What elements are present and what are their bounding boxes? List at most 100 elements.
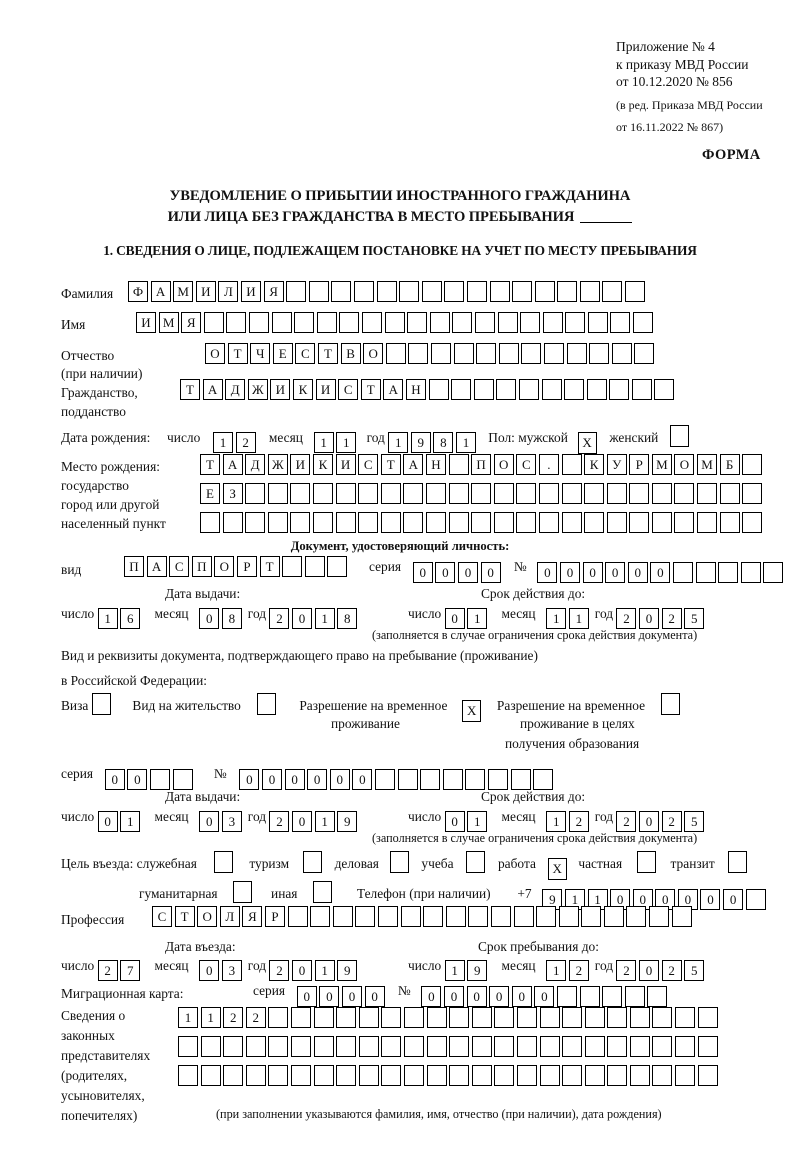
doc-number-cell-3[interactable]: 0 (582, 562, 603, 583)
birth-place-1-cell-6[interactable]: К (312, 454, 333, 475)
birth-month-d1[interactable]: 1 (313, 432, 334, 453)
profession-cell-6[interactable]: Р (264, 906, 285, 927)
legal-rep-2-cell-19[interactable] (584, 1036, 605, 1057)
doc-kind-cell-3[interactable]: С (169, 556, 190, 577)
name-cell-13[interactable] (407, 312, 428, 333)
permit-number-cell-6[interactable]: 0 (352, 769, 373, 790)
legal-rep-2-cell-9[interactable] (358, 1036, 379, 1057)
birth-place-3-cell-12[interactable] (448, 512, 469, 533)
permit-series-cell-2[interactable]: 0 (127, 769, 148, 790)
birth-place-1-cell-1[interactable]: Т (200, 454, 220, 475)
name-cell-1[interactable]: И (136, 312, 156, 333)
legal-rep-1-cell-7[interactable] (313, 1007, 334, 1028)
birth-place-3-cell-18[interactable] (584, 512, 605, 533)
stay-month-d1[interactable]: 1 (546, 960, 567, 981)
legal-rep-1-cell-24[interactable] (697, 1007, 718, 1028)
name-cell-23[interactable] (633, 312, 654, 333)
permit-valid-day-d2[interactable]: 1 (467, 811, 488, 832)
profession-cell-4[interactable]: Л (219, 906, 240, 927)
profession-cell-5[interactable]: Я (242, 906, 263, 927)
birth-place-1-cell-4[interactable]: Ж (267, 454, 288, 475)
legal-rep-row-3[interactable] (178, 1065, 720, 1086)
doc-number-cell-4[interactable]: 0 (605, 562, 626, 583)
permit-valid-year-d3[interactable]: 2 (661, 811, 682, 832)
birth-place-1-cell-16[interactable]: . (538, 454, 559, 475)
permit-series-cell-4[interactable] (172, 769, 193, 790)
legal-rep-3-cell-23[interactable] (675, 1065, 696, 1086)
birth-place-2-cell-20[interactable] (629, 483, 650, 504)
legal-rep-2-cell-2[interactable] (200, 1036, 221, 1057)
profession-cell-15[interactable] (468, 906, 489, 927)
permit-valid-month-d1[interactable]: 1 (546, 811, 567, 832)
citizenship-cell-16[interactable] (518, 379, 539, 400)
doc-valid-month-d2[interactable]: 1 (568, 608, 589, 629)
legal-rep-2-cell-11[interactable] (403, 1036, 424, 1057)
doc-number-cell-8[interactable] (695, 562, 716, 583)
phone-cell-4[interactable]: 0 (610, 889, 631, 910)
citizenship-cell-6[interactable]: К (292, 379, 313, 400)
birth-year-d4[interactable]: 1 (455, 432, 476, 453)
checkbox-purpose-official[interactable] (213, 851, 233, 873)
birth-place-3-cell-10[interactable] (403, 512, 424, 533)
doc-kind-cell-9[interactable] (304, 556, 325, 577)
birth-place-2-cell-14[interactable] (493, 483, 514, 504)
birth-place-3-cell-11[interactable] (425, 512, 446, 533)
name-cell-17[interactable] (497, 312, 518, 333)
name-cell-19[interactable] (542, 312, 563, 333)
profession-cell-11[interactable] (377, 906, 398, 927)
doc-series-cell-1[interactable]: 0 (412, 562, 433, 583)
legal-rep-3-cell-17[interactable] (539, 1065, 560, 1086)
migration-number-cell-6[interactable]: 0 (534, 986, 555, 1007)
citizenship-cell-1[interactable]: Т (180, 379, 200, 400)
birth-place-2-cell-24[interactable] (719, 483, 740, 504)
citizenship-cell-20[interactable] (609, 379, 630, 400)
profession-cell-9[interactable] (332, 906, 353, 927)
birth-day-d2[interactable]: 2 (235, 432, 256, 453)
permit-valid-year-d2[interactable]: 0 (639, 811, 660, 832)
legal-rep-3-cell-6[interactable] (290, 1065, 311, 1086)
surname-cell-20[interactable] (557, 281, 578, 302)
patronymic-cell-4[interactable]: Е (272, 343, 293, 364)
patronymic-cell-15[interactable] (521, 343, 542, 364)
legal-rep-3-cell-14[interactable] (471, 1065, 492, 1086)
patronymic-cell-13[interactable] (476, 343, 497, 364)
permit-issue-month-d1[interactable]: 0 (199, 811, 220, 832)
legal-rep-2-cell-21[interactable] (629, 1036, 650, 1057)
birth-place-2-cell-4[interactable] (267, 483, 288, 504)
birth-place-1-cell-7[interactable]: И (335, 454, 356, 475)
birth-place-3-cell-6[interactable] (312, 512, 333, 533)
citizenship-cell-12[interactable] (428, 379, 449, 400)
patronymic-cell-5[interactable]: С (295, 343, 316, 364)
citizenship-cell-19[interactable] (586, 379, 607, 400)
legal-rep-3-cell-19[interactable] (584, 1065, 605, 1086)
migration-number-cell-8[interactable] (579, 986, 600, 1007)
legal-rep-2-cell-1[interactable] (178, 1036, 198, 1057)
legal-rep-1-cell-14[interactable] (471, 1007, 492, 1028)
phone-cell-7[interactable]: 0 (677, 889, 698, 910)
name-cell-10[interactable] (339, 312, 360, 333)
surname-cell-23[interactable] (625, 281, 646, 302)
birth-place-2-cell-19[interactable] (606, 483, 627, 504)
birth-place-1-cell-8[interactable]: С (358, 454, 379, 475)
legal-rep-1-cell-13[interactable] (449, 1007, 470, 1028)
birth-place-2-cell-23[interactable] (697, 483, 718, 504)
legal-rep-2-cell-22[interactable] (652, 1036, 673, 1057)
surname-cell-5[interactable]: Л (218, 281, 239, 302)
patronymic-cell-6[interactable]: Т (317, 343, 338, 364)
legal-rep-2-cell-17[interactable] (539, 1036, 560, 1057)
legal-rep-3-cell-10[interactable] (381, 1065, 402, 1086)
surname-cell-19[interactable] (534, 281, 555, 302)
birth-place-3-cell-25[interactable] (742, 512, 763, 533)
profession-cell-14[interactable] (445, 906, 466, 927)
birth-place-3-cell-21[interactable] (651, 512, 672, 533)
legal-rep-3-cell-18[interactable] (562, 1065, 583, 1086)
checkbox-purpose-transit[interactable] (728, 851, 748, 873)
birth-place-3-cell-4[interactable] (267, 512, 288, 533)
doc-kind-cell-5[interactable]: О (214, 556, 235, 577)
doc-issue-month-d2[interactable]: 8 (221, 608, 242, 629)
doc-series-cell-2[interactable]: 0 (435, 562, 456, 583)
